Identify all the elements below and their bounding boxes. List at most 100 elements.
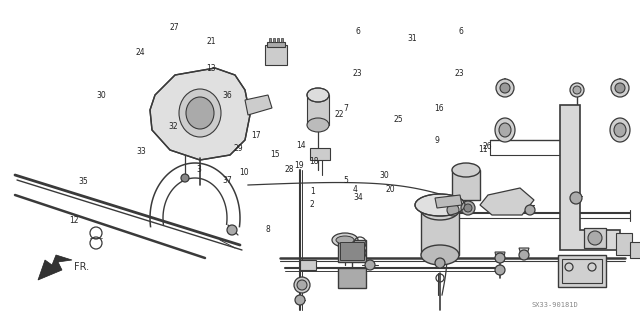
Ellipse shape (421, 245, 459, 265)
Text: 29: 29 (233, 144, 243, 153)
Circle shape (181, 174, 189, 182)
Text: 13: 13 (206, 64, 216, 73)
Circle shape (570, 83, 584, 97)
Polygon shape (150, 68, 250, 160)
Bar (440, 202, 454, 214)
Bar (267, 42, 285, 47)
Circle shape (519, 250, 529, 260)
Text: 34: 34 (353, 193, 364, 202)
Ellipse shape (332, 233, 358, 247)
Text: 16: 16 (434, 104, 444, 113)
Text: 23: 23 (353, 69, 363, 78)
Circle shape (615, 83, 625, 93)
Circle shape (588, 231, 602, 245)
Text: 6: 6 (458, 27, 463, 36)
Circle shape (495, 253, 505, 263)
Text: 24: 24 (136, 48, 146, 57)
Text: 23: 23 (454, 69, 465, 78)
Circle shape (573, 86, 581, 94)
Text: 21: 21 (207, 37, 216, 46)
Text: 18: 18 (309, 157, 318, 166)
Circle shape (294, 277, 310, 293)
Text: 30: 30 (380, 171, 390, 180)
Text: 33: 33 (136, 147, 146, 156)
Bar (558, 255, 606, 287)
Bar (616, 233, 632, 255)
Text: 11: 11 (479, 145, 488, 154)
Text: 37: 37 (222, 176, 232, 185)
Bar (338, 268, 366, 288)
Bar (269, 38, 271, 42)
Text: 15: 15 (270, 150, 280, 159)
Polygon shape (245, 95, 272, 115)
Circle shape (365, 260, 375, 270)
Bar (630, 242, 640, 258)
Ellipse shape (610, 118, 630, 142)
Ellipse shape (452, 163, 480, 177)
Text: 32: 32 (168, 122, 178, 130)
Text: 17: 17 (251, 131, 261, 140)
Circle shape (495, 265, 505, 275)
Ellipse shape (179, 89, 221, 137)
Circle shape (447, 204, 459, 216)
Text: 19: 19 (294, 161, 304, 170)
Ellipse shape (421, 200, 459, 220)
Bar (281, 38, 283, 42)
Ellipse shape (495, 118, 515, 142)
Ellipse shape (336, 236, 354, 244)
Polygon shape (38, 255, 72, 280)
Text: 26: 26 (483, 142, 493, 151)
Bar (338, 240, 366, 262)
Text: 12: 12 (69, 216, 78, 225)
Circle shape (500, 83, 510, 93)
Circle shape (435, 258, 445, 268)
Bar (300, 260, 316, 270)
Bar (307, 95, 329, 125)
Polygon shape (560, 105, 620, 250)
Bar (273, 38, 275, 42)
Text: 8: 8 (265, 225, 270, 234)
Circle shape (570, 192, 582, 204)
Ellipse shape (307, 118, 329, 132)
Text: 31: 31 (407, 34, 417, 43)
Ellipse shape (186, 97, 214, 129)
Bar (421, 210, 459, 255)
Bar (277, 38, 279, 42)
Text: 10: 10 (239, 168, 250, 177)
Circle shape (295, 295, 305, 305)
Circle shape (611, 79, 629, 97)
Text: 6: 6 (356, 27, 361, 36)
Polygon shape (480, 188, 534, 215)
Bar (452, 170, 480, 200)
Circle shape (354, 251, 362, 259)
Ellipse shape (499, 123, 511, 137)
Polygon shape (519, 248, 529, 258)
Text: 36: 36 (222, 91, 232, 100)
Text: 35: 35 (78, 177, 88, 186)
Ellipse shape (415, 194, 465, 216)
Circle shape (227, 225, 237, 235)
Bar (310, 148, 330, 160)
Text: 27: 27 (169, 23, 179, 32)
Text: 20: 20 (385, 185, 396, 194)
Text: 2: 2 (310, 200, 315, 209)
Text: SX33-90181D: SX33-90181D (532, 302, 579, 308)
Text: 5: 5 (343, 176, 348, 185)
Circle shape (525, 205, 535, 215)
Text: 28: 28 (285, 165, 294, 174)
Ellipse shape (307, 88, 329, 102)
Bar (584, 228, 606, 248)
Text: FR.: FR. (74, 262, 90, 272)
Ellipse shape (614, 123, 626, 137)
Bar (562, 259, 602, 283)
Circle shape (297, 280, 307, 290)
Text: 25: 25 (393, 115, 403, 124)
Bar (265, 45, 287, 65)
Polygon shape (495, 252, 505, 262)
Text: 4: 4 (353, 185, 358, 194)
Text: 1: 1 (310, 187, 315, 196)
Text: 22: 22 (335, 110, 344, 119)
Text: 9: 9 (434, 136, 439, 145)
Circle shape (461, 201, 475, 215)
Text: 30: 30 (96, 91, 106, 100)
